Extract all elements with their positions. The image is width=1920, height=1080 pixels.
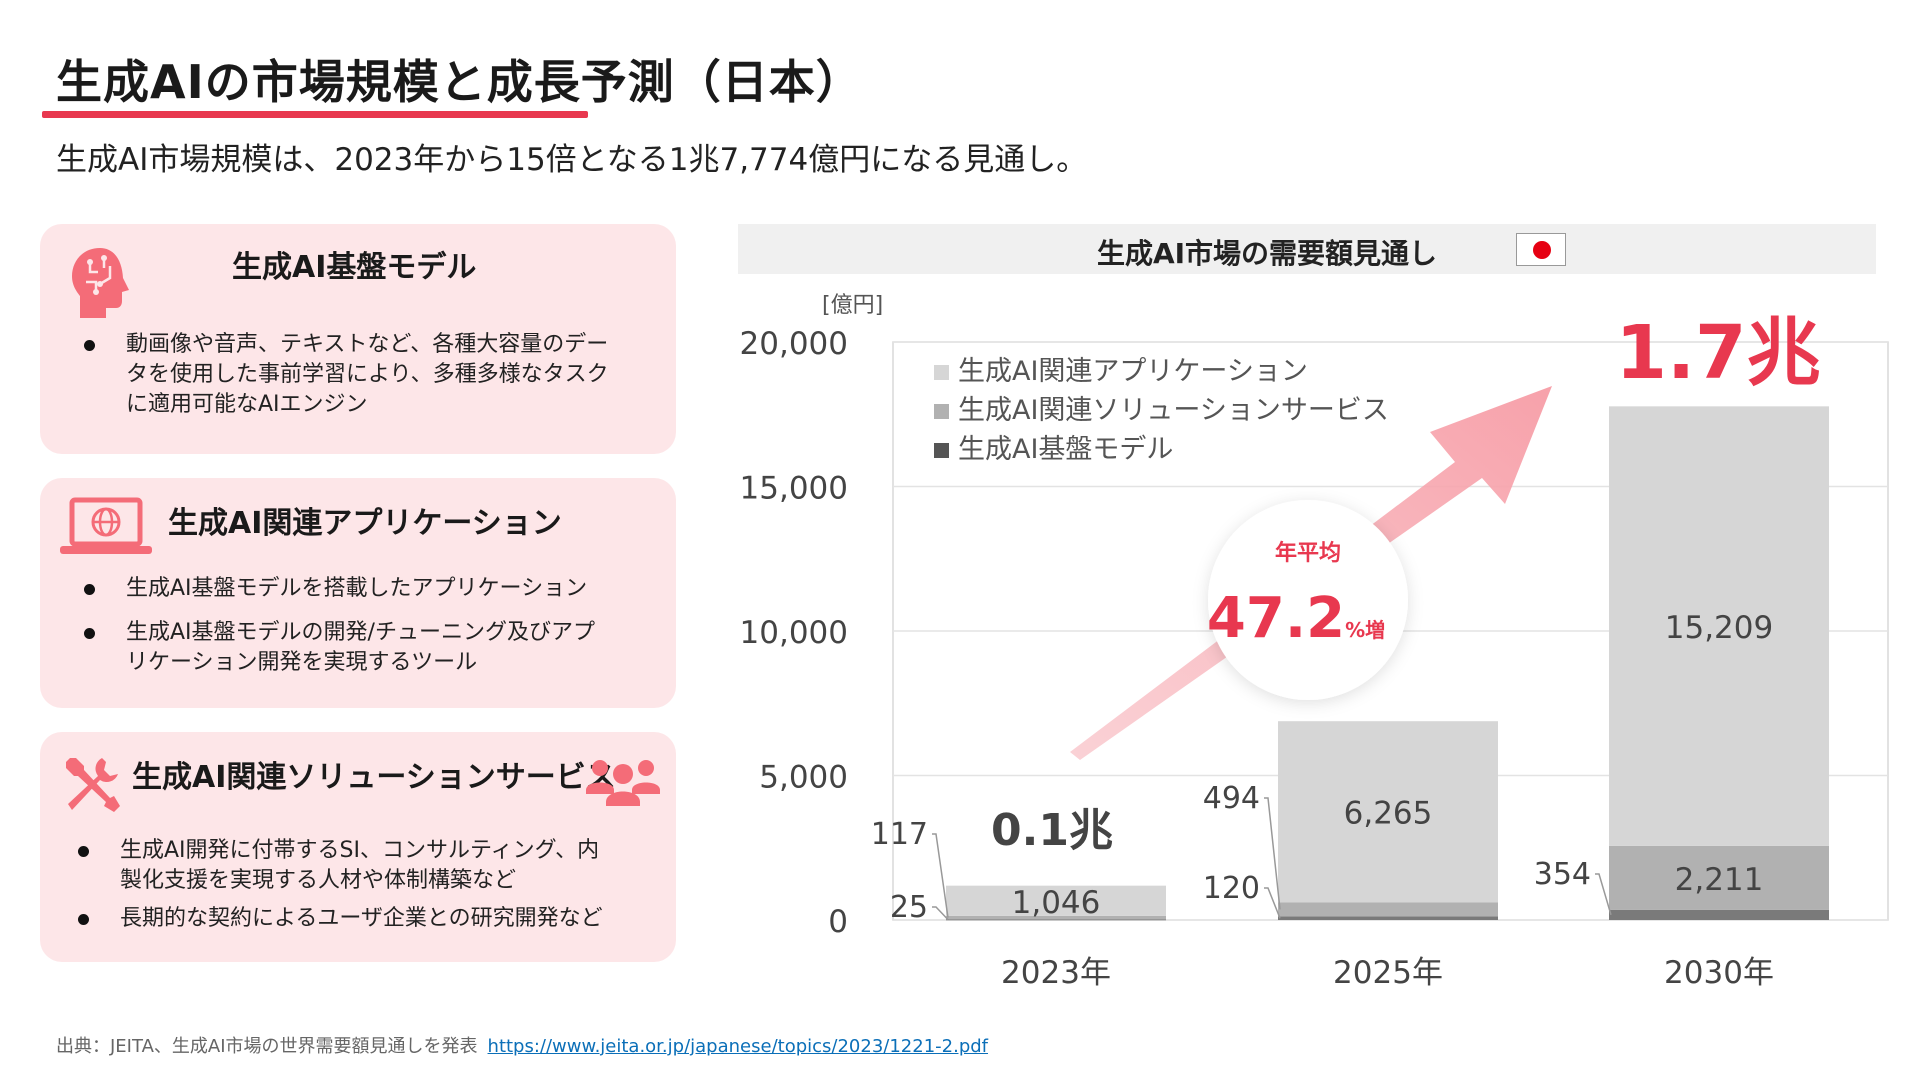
legend-label: 生成AI関連アプリケーション [958, 356, 1308, 387]
japan-flag-icon [1516, 233, 1566, 266]
legend-swatch [934, 443, 949, 458]
people-icon [586, 760, 660, 806]
data-label: 354 [1534, 857, 1591, 892]
bar-segment [1278, 721, 1498, 903]
source-text: 出典：JEITA、生成AI市場の世界需要額見通しを発表 [56, 1036, 478, 1057]
bullet-dot [84, 340, 95, 351]
bar-segment [946, 919, 1166, 921]
page-title: 生成AIの市場規模と成長予測（日本） [56, 55, 863, 109]
card-title: 生成AI関連アプリケーション [168, 506, 562, 541]
source-note: 出典：JEITA、生成AI市場の世界需要額見通しを発表 https://www.j… [56, 1032, 988, 1058]
bar-segment [1609, 909, 1829, 920]
data-label: 25 [890, 890, 928, 925]
plot-frame [892, 341, 1889, 921]
bullet-dot [84, 628, 95, 639]
data-label: 117 [871, 817, 928, 852]
y-tick-label: 5,000 [759, 760, 848, 796]
cagr-value: 47.2%増 [1207, 586, 1385, 651]
legend-label: 生成AI関連ソリューションサービス [958, 395, 1389, 426]
bar-segment [946, 915, 1166, 920]
card-solution-service: 生成AI関連ソリューションサービス 生成AI開発に付帯するSI、コンサルティング… [40, 732, 676, 962]
total-label-2030: 1.7兆 [1615, 310, 1820, 396]
cagr-badge [1208, 500, 1408, 700]
ai-head-icon [72, 248, 129, 318]
y-tick-label: 15,000 [740, 471, 848, 507]
leader-line [1595, 873, 1612, 916]
bullet-dot [84, 584, 95, 595]
data-label: 1,046 [1012, 885, 1101, 921]
title-underline [42, 111, 588, 118]
y-tick-label: 10,000 [740, 615, 848, 651]
x-tick-label: 2023年 [1001, 955, 1111, 991]
chart-header: 生成AI市場の需要額見通し [738, 224, 1876, 274]
cagr-prefix: 年平均 [1275, 540, 1341, 566]
bar-segment [1609, 845, 1829, 910]
growth-arrow [1070, 386, 1552, 760]
chart-title: 生成AI市場の需要額見通し [1096, 237, 1438, 270]
total-label-2023: 0.1兆 [991, 805, 1113, 856]
leader-line [932, 833, 949, 918]
y-tick-label: 0 [828, 904, 848, 940]
bar-segment [1278, 902, 1498, 917]
data-label: 494 [1203, 781, 1260, 816]
legend-swatch [934, 365, 949, 380]
x-tick-label: 2025年 [1333, 955, 1443, 991]
leader-line [1264, 887, 1281, 919]
laptop-globe-icon [60, 497, 152, 554]
data-label: 2,211 [1675, 862, 1764, 898]
y-axis-label: [億円] [822, 293, 883, 318]
card-application: 生成AI関連アプリケーション 生成AI基盤モデルを搭載したアプリケーション 生成… [40, 478, 676, 708]
card-foundation-model: 生成AI基盤モデル 動画像や音声、テキストなど、各種大容量のデータを使用した事前… [40, 224, 676, 454]
data-label: 6,265 [1344, 796, 1433, 832]
source-link[interactable]: https://www.jeita.or.jp/japanese/topics/… [487, 1036, 989, 1057]
data-label: 15,209 [1665, 610, 1773, 646]
tools-icon [66, 758, 120, 812]
bullet-dot [78, 914, 89, 925]
bar-segment [1609, 406, 1829, 846]
card-title: 生成AI基盤モデル [232, 250, 477, 285]
leader-line [1264, 797, 1281, 910]
y-tick-label: 20,000 [740, 326, 848, 362]
page-subtitle: 生成AI市場規模は、2023年から15倍となる1兆7,774億円になる見通し。 [56, 142, 1088, 178]
bullet-dot [78, 846, 89, 857]
x-tick-label: 2030年 [1664, 955, 1774, 991]
legend-label: 生成AI基盤モデル [958, 434, 1173, 465]
bar-segment [946, 885, 1166, 916]
bar-segment [1278, 916, 1498, 920]
legend-swatch [934, 404, 949, 419]
data-label: 120 [1203, 871, 1260, 906]
leader-line [932, 906, 949, 921]
card-title: 生成AI関連ソリューションサービス [132, 760, 616, 795]
